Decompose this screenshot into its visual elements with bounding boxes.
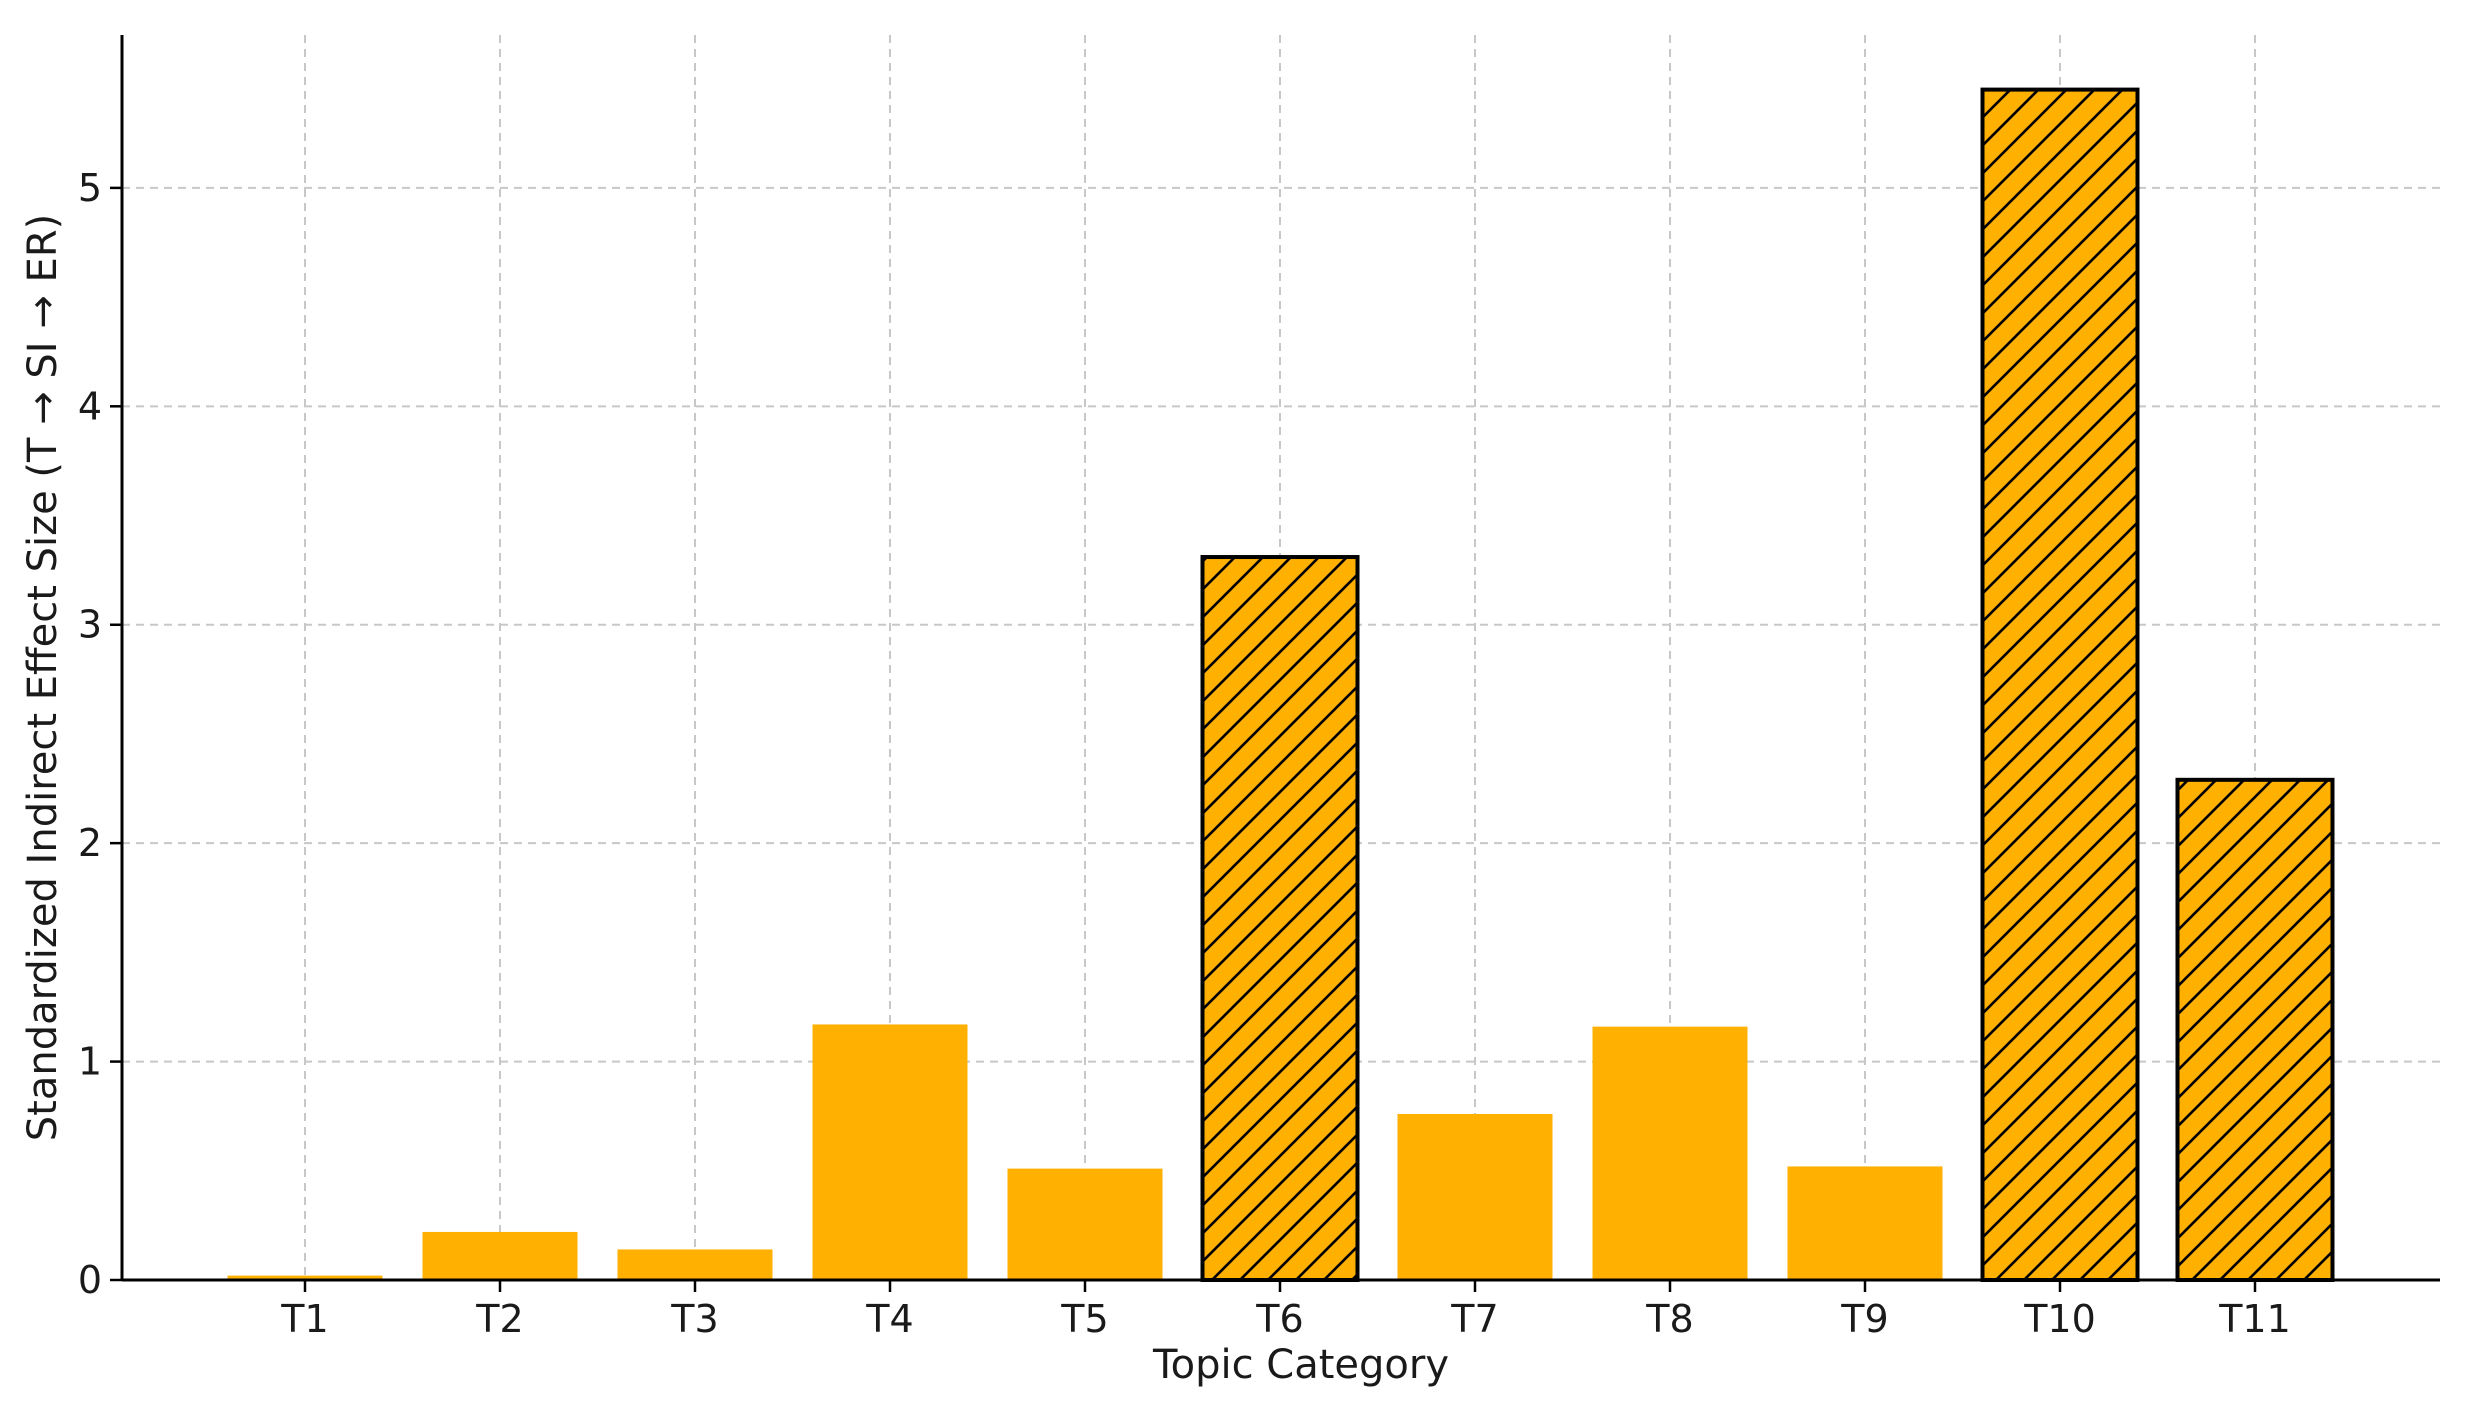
- bar-t7: [1397, 1114, 1553, 1280]
- x-tick-label: T1: [280, 1297, 328, 1341]
- y-tick-label: 0: [78, 1258, 102, 1302]
- x-tick-label: T10: [2023, 1297, 2096, 1341]
- x-tick-label: T2: [475, 1297, 523, 1341]
- axes: [110, 35, 2440, 1292]
- bar-t10: [1980, 87, 2140, 1283]
- y-tick-label: 5: [78, 166, 102, 210]
- bar-t5: [1007, 1168, 1163, 1280]
- x-tick-label: T9: [1840, 1297, 1888, 1341]
- bars: [227, 87, 2335, 1283]
- bar-t1: [227, 1275, 383, 1280]
- x-tick-label: T4: [865, 1297, 913, 1341]
- y-tick-label: 3: [78, 603, 102, 647]
- y-axis-label: Standardized Indirect Effect Size (T → S…: [20, 214, 66, 1141]
- x-axis-label: Topic Category: [1152, 1342, 1449, 1388]
- bar-t2: [422, 1231, 578, 1280]
- y-tick-label: 1: [78, 1040, 102, 1084]
- bar-t8: [1592, 1026, 1748, 1280]
- bar-t9: [1787, 1166, 1943, 1280]
- bar-t6: [1200, 555, 1360, 1282]
- x-tick-label: T3: [670, 1297, 718, 1341]
- bar-t4: [812, 1024, 968, 1280]
- y-tick-label: 2: [78, 821, 102, 865]
- bar-t3: [617, 1249, 773, 1280]
- x-tick-label: T5: [1060, 1297, 1108, 1341]
- bar-t11: [2175, 777, 2335, 1282]
- tick-labels: 0 1 2 3 4 5 T1 T2 T3 T4 T5 T6 T7 T8 T9 T10 T11: [78, 166, 2291, 1341]
- y-tick-label: 4: [78, 384, 102, 428]
- x-tick-label: T11: [2218, 1297, 2291, 1341]
- x-tick-label: T6: [1255, 1297, 1303, 1341]
- x-tick-label: T7: [1450, 1297, 1498, 1341]
- x-tick-label: T8: [1645, 1297, 1693, 1341]
